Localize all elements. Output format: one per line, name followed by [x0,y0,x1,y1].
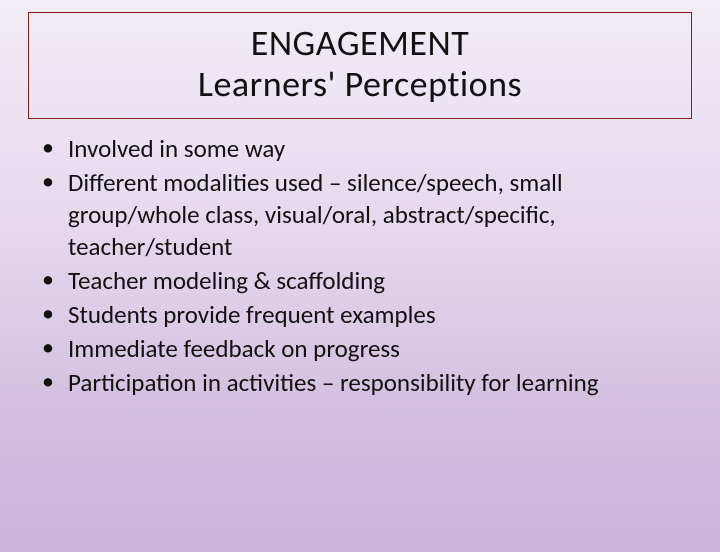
content-area: Involved in some way Different modalitie… [0,127,720,399]
title-line2: Learners' Perceptions [47,64,673,105]
list-item: Participation in activities – responsibi… [36,367,684,399]
list-item: Different modalities used – silence/spee… [36,167,684,263]
title-box: ENGAGEMENT Learners' Perceptions [28,12,692,119]
list-item: Immediate feedback on progress [36,333,684,365]
list-item: Involved in some way [36,133,684,165]
list-item: Students provide frequent examples [36,299,684,331]
bullet-list: Involved in some way Different modalitie… [36,133,684,399]
title-line1: ENGAGEMENT [47,23,673,64]
list-item: Teacher modeling & scaffolding [36,265,684,297]
